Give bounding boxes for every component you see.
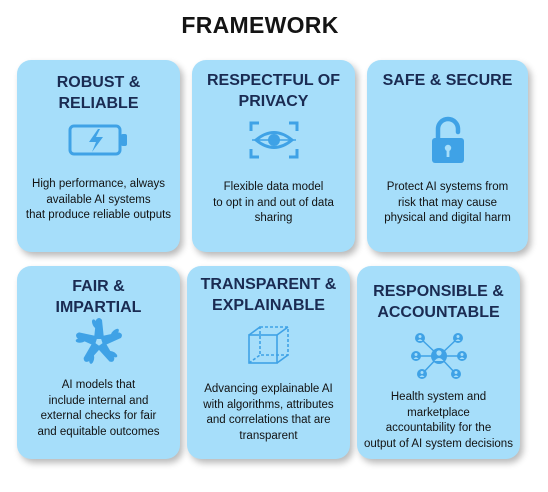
battery-charging-icon: [67, 122, 131, 158]
card-heading: FAIR & IMPARTIAL: [55, 278, 142, 316]
card-heading: TRANSPARENT & EXPLAINABLE: [200, 276, 337, 314]
joined-hands-icon: [72, 315, 126, 367]
card-description: Health system and marketplace accountabi…: [364, 391, 513, 450]
card-heading: ROBUST & RELIABLE: [56, 74, 141, 112]
framework-title: FRAMEWORK: [181, 12, 339, 38]
transparent-cube-icon: [246, 324, 292, 366]
card-heading: SAFE & SECURE: [382, 72, 513, 89]
card-description: AI models that include internal and exte…: [37, 379, 160, 438]
card-description: High performance, always available AI sy…: [25, 178, 172, 221]
card-safe-secure: SAFE & SECURE Protect AI systems from ri…: [367, 60, 528, 252]
eye-scan-icon: [248, 120, 300, 160]
card-respectful-privacy: RESPECTFUL OF PRIVACY Flexible data mode…: [192, 60, 355, 252]
card-fair-impartial: FAIR & IMPARTIAL AI models that include …: [17, 266, 180, 459]
card-transparent-explainable: TRANSPARENT & EXPLAINABLE Advancing expl…: [187, 266, 350, 459]
card-robust-reliable: ROBUST & RELIABLE High performance, alwa…: [17, 60, 180, 252]
card-heading: RESPONSIBLE & ACCOUNTABLE: [373, 283, 504, 321]
padlock-icon: [428, 116, 468, 166]
people-network-icon: [410, 330, 468, 382]
card-description: Advancing explainable AI with algorithms…: [203, 383, 334, 442]
card-description: Protect AI systems from risk that may ca…: [384, 181, 511, 224]
card-description: Flexible data model to opt in and out of…: [213, 181, 334, 224]
card-responsible-accountable: RESPONSIBLE & ACCOUNTABLE: [357, 266, 520, 459]
card-heading: RESPECTFUL OF PRIVACY: [206, 72, 341, 110]
